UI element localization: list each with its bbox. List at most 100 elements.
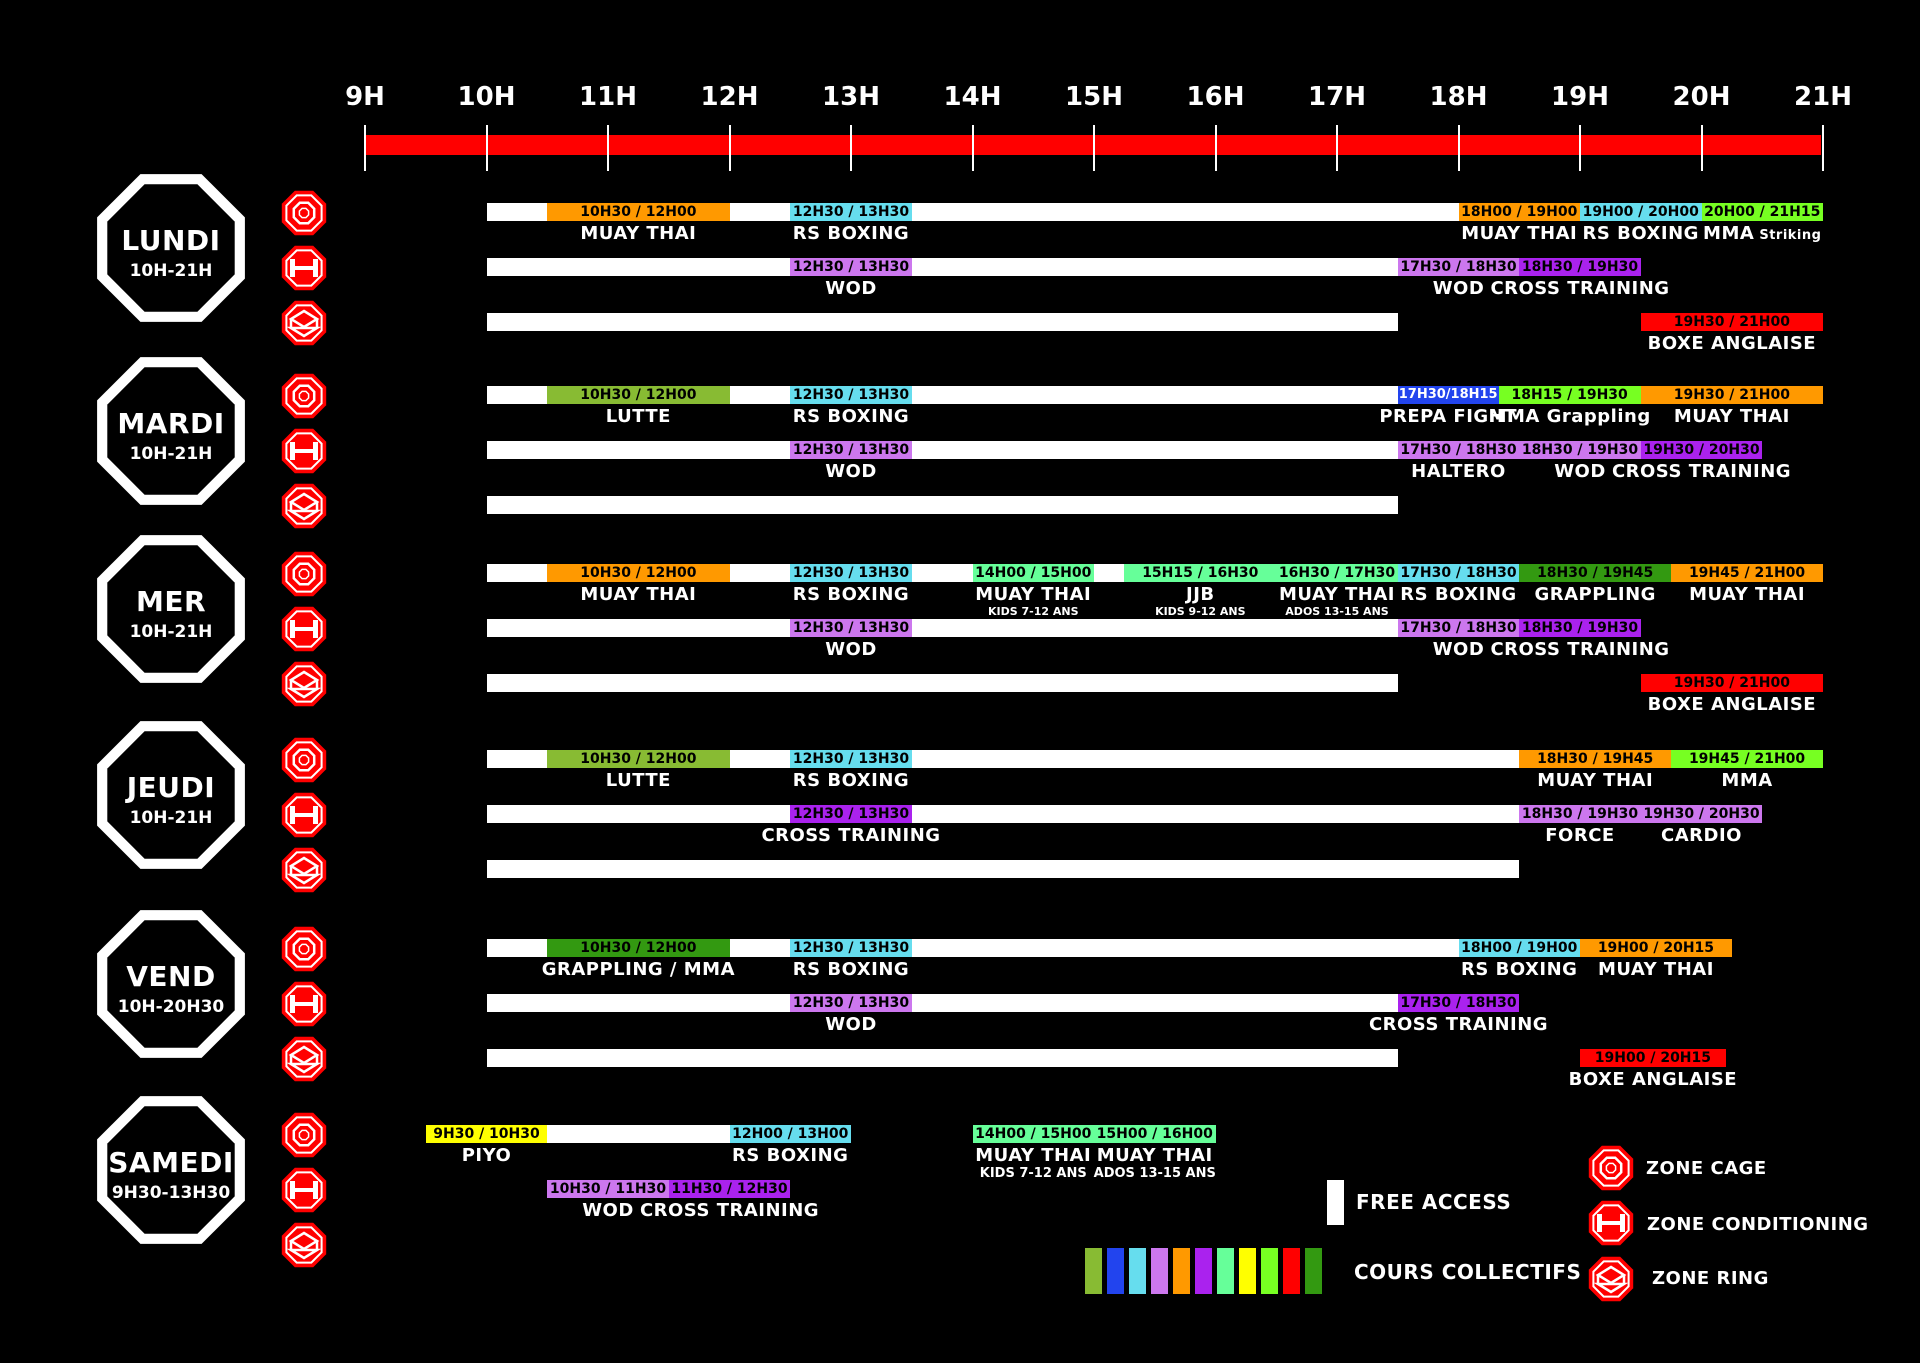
class-slot[interactable]: 17H30/18H15 [1397, 386, 1499, 404]
class-name: MUAY THAI [518, 584, 758, 605]
class-name: WOD [731, 1014, 971, 1035]
class-slot[interactable]: 19H00 / 20H15 [1580, 1049, 1726, 1067]
hour-tick [1336, 125, 1338, 171]
slot-time: 19H00 / 20H15 [1594, 1050, 1712, 1066]
class-slot[interactable]: 10H30 / 12H00 [547, 564, 730, 582]
class-slot[interactable]: 10H30 / 11H30 [547, 1180, 669, 1198]
class-slot[interactable]: 12H30 / 13H30 [790, 619, 912, 637]
class-slot[interactable]: 19H45 / 21H00 [1671, 564, 1823, 582]
cage-icon [279, 924, 329, 974]
hour-tick [485, 125, 488, 171]
class-name: MMA [1627, 770, 1867, 791]
course-swatch [1239, 1248, 1256, 1294]
class-slot[interactable]: 19H45 / 21H00 [1671, 750, 1823, 768]
dumbbell-icon [279, 979, 329, 1029]
class-slot[interactable]: 17H30 / 18H30 [1397, 619, 1520, 637]
slot-time: 18H30 / 19H30 [1521, 620, 1639, 636]
class-slot[interactable]: 19H30 / 20H30 [1640, 805, 1763, 823]
slot-time: 18H30 / 19H30 [1521, 442, 1639, 458]
class-slot[interactable]: 19H30 / 21H00 [1640, 386, 1823, 404]
slot-time: 19H00 / 20H00 [1582, 204, 1699, 220]
class-slot[interactable]: 12H00 / 13H00 [729, 1125, 851, 1143]
class-slot[interactable]: 17H30 / 18H30 [1397, 564, 1520, 582]
class-name: MUAY THAI [913, 584, 1153, 605]
dumbbell-icon [279, 426, 329, 476]
class-slot[interactable]: 18H30 / 19H45 [1519, 750, 1672, 768]
class-slot[interactable]: 12H30 / 13H30 [790, 258, 912, 276]
hour-label: 10H [457, 82, 516, 112]
class-slot[interactable]: 17H30 / 18H30 [1397, 994, 1520, 1012]
class-slot[interactable]: 12H30 / 13H30 [790, 750, 912, 768]
class-slot[interactable]: 18H30 / 19H45 [1519, 564, 1672, 582]
class-slot[interactable]: 19H30 / 20H30 [1640, 441, 1763, 459]
hour-tick [1214, 125, 1217, 171]
class-slot[interactable]: 17H30 / 18H30 [1397, 258, 1520, 276]
class-slot[interactable]: 12H30 / 13H30 [790, 386, 912, 404]
class-name: FORCE [1460, 825, 1700, 846]
class-label: MUAY THAI [1461, 223, 1578, 244]
class-slot[interactable]: 15H00 / 16H00 [1094, 1125, 1216, 1143]
class-slot[interactable]: 19H30 / 21H00 [1640, 674, 1823, 692]
slot-time: 12H30 / 13H30 [792, 806, 910, 822]
class-slot[interactable]: 10H30 / 12H00 [547, 203, 730, 221]
class-slot[interactable]: 12H30 / 13H30 [790, 441, 912, 459]
class-slot[interactable]: 12H30 / 13H30 [790, 805, 912, 823]
course-swatch [1195, 1248, 1212, 1294]
class-slot[interactable]: 18H30 / 19H30 [1519, 441, 1641, 459]
class-slot[interactable]: 14H00 / 15H00 [972, 1125, 1094, 1143]
class-slot[interactable]: 19H00 / 20H00 [1580, 203, 1702, 221]
hour-tick [1700, 125, 1703, 171]
class-slot[interactable]: 9H30 / 10H30 [425, 1125, 548, 1143]
class-slot[interactable]: 18H30 / 19H30 [1519, 258, 1641, 276]
ring-icon [279, 659, 329, 709]
class-label: PREPA FIGHT [1379, 406, 1518, 427]
free-access-swatch [1327, 1180, 1344, 1225]
slot-time: 18H15 / 19H30 [1511, 387, 1628, 403]
class-slot[interactable]: 12H30 / 13H30 [790, 564, 912, 582]
class-slot[interactable]: 10H30 / 12H00 [547, 750, 730, 768]
free-access-bar [486, 619, 1398, 637]
class-slot[interactable]: 12H30 / 13H30 [790, 203, 912, 221]
class-slot[interactable]: 18H00 / 19H00 [1458, 203, 1580, 221]
class-slot[interactable]: 18H15 / 19H30 [1498, 386, 1641, 404]
class-slot[interactable]: 18H00 / 19H00 [1458, 939, 1580, 957]
class-slot[interactable]: 19H30 / 21H00 [1640, 313, 1823, 331]
class-label: CARDIO [1661, 825, 1742, 846]
day-badge-mer: MER 10H-21H [88, 526, 254, 692]
class-name: CROSS TRAINING [731, 825, 971, 846]
octagon-shape [97, 721, 245, 869]
class-slot[interactable]: 18H30 / 19H30 [1519, 619, 1641, 637]
class-slot[interactable]: 14H00 / 15H00 [972, 564, 1094, 582]
day-hours: 10H-21H [129, 261, 213, 281]
class-slot[interactable]: 16H30 / 17H30 [1276, 564, 1398, 582]
class-name: MUAY THAI [1035, 1145, 1275, 1166]
day-name: MER [135, 585, 207, 618]
class-name: MMA Striking [1642, 223, 1882, 244]
class-label: MUAY THAI [1537, 770, 1654, 791]
class-slot[interactable]: 12H30 / 13H30 [790, 994, 912, 1012]
class-slot[interactable]: 20H00 / 21H15 [1701, 203, 1823, 221]
class-name: RS BOXING [731, 223, 971, 244]
class-name: RS BOXING [1339, 584, 1579, 605]
class-slot[interactable]: 17H30 / 18H30 [1397, 441, 1520, 459]
class-label: MUAY THAI [1689, 584, 1806, 605]
class-label: WOD [825, 278, 877, 299]
slot-time: 18H30 / 19H30 [1521, 259, 1639, 275]
hour-label: 16H [1186, 82, 1245, 112]
free-access-bar [486, 674, 1398, 692]
cage-icon [279, 188, 329, 238]
course-swatch [1107, 1248, 1124, 1294]
slot-time: 12H30 / 13H30 [792, 565, 910, 581]
slot-time: 19H30 / 21H00 [1673, 675, 1790, 691]
class-label: MUAY THAI [975, 1145, 1092, 1166]
class-slot[interactable]: 10H30 / 12H00 [547, 386, 730, 404]
class-slot[interactable]: 10H30 / 12H00 [547, 939, 730, 957]
class-slot[interactable]: 18H30 / 19H30 [1519, 805, 1641, 823]
class-slot[interactable]: 11H30 / 12H30 [668, 1180, 791, 1198]
class-name: WOD [1339, 278, 1579, 299]
dumbbell-icon [279, 604, 329, 654]
class-slot[interactable]: 19H00 / 20H15 [1580, 939, 1732, 957]
class-slot[interactable]: 15H15 / 16H30 [1124, 564, 1277, 582]
class-slot[interactable]: 12H30 / 13H30 [790, 939, 912, 957]
class-label: RS BOXING [792, 584, 910, 605]
